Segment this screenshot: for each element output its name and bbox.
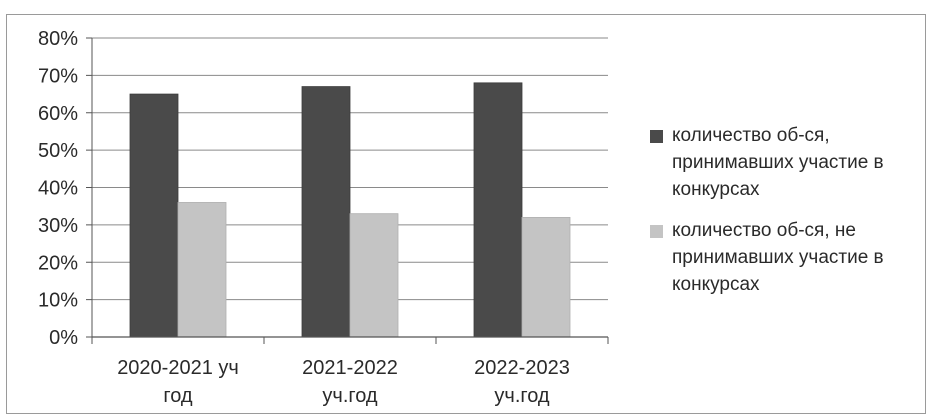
legend-label-participated-line-3: конкурсах	[672, 179, 760, 200]
legend: количество об-ся, принимавших участие в …	[650, 122, 920, 312]
x-tick-label: год	[163, 385, 193, 407]
legend-swatch-not-participated	[650, 225, 663, 238]
y-tick-label: 40%	[38, 178, 78, 200]
legend-label-participated-line-1: количество об-ся,	[672, 125, 830, 146]
bar	[521, 216, 571, 338]
bar	[349, 213, 399, 338]
legend-item-not-participated: количество об-ся, не принимавших участие…	[650, 217, 920, 298]
y-tick-label: 60%	[38, 103, 78, 125]
bar	[473, 82, 523, 338]
y-tick-label: 0%	[49, 327, 78, 349]
y-tick-label: 70%	[38, 65, 78, 87]
bars	[129, 82, 571, 338]
x-axis-ticks: 2020-2021 уч год 2021-2022 уч.год 2022-2023 у…	[117, 357, 570, 407]
legend-label-not-participated-line-3: конкурсах	[672, 274, 760, 295]
y-axis-ticks: 0% 10% 20% 30% 40% 50% 60% 70% 80%	[38, 28, 92, 349]
x-tick-label: уч.год	[322, 385, 378, 407]
x-tick-label: 2020-2021 уч	[117, 357, 239, 379]
legend-label-not-participated-line-2: принимавших участие в	[672, 247, 884, 268]
bar	[129, 93, 179, 338]
legend-label-participated-line-2: принимавших участие в	[672, 152, 884, 173]
y-tick-label: 80%	[38, 28, 78, 50]
bar	[177, 202, 227, 338]
x-tick-label: 2021-2022	[302, 357, 398, 379]
legend-item-participated: количество об-ся, принимавших участие в …	[650, 122, 920, 203]
x-tick-label: 2022-2023	[474, 357, 570, 379]
y-tick-label: 10%	[38, 290, 78, 312]
y-tick-label: 50%	[38, 140, 78, 162]
y-tick-label: 30%	[38, 215, 78, 237]
legend-label-not-participated-line-1: количество об-ся, не	[672, 220, 856, 241]
axes	[91, 38, 609, 344]
x-tick-label: уч.год	[494, 385, 550, 407]
y-tick-label: 20%	[38, 252, 78, 274]
legend-swatch-participated	[650, 130, 663, 143]
bar	[301, 86, 351, 338]
